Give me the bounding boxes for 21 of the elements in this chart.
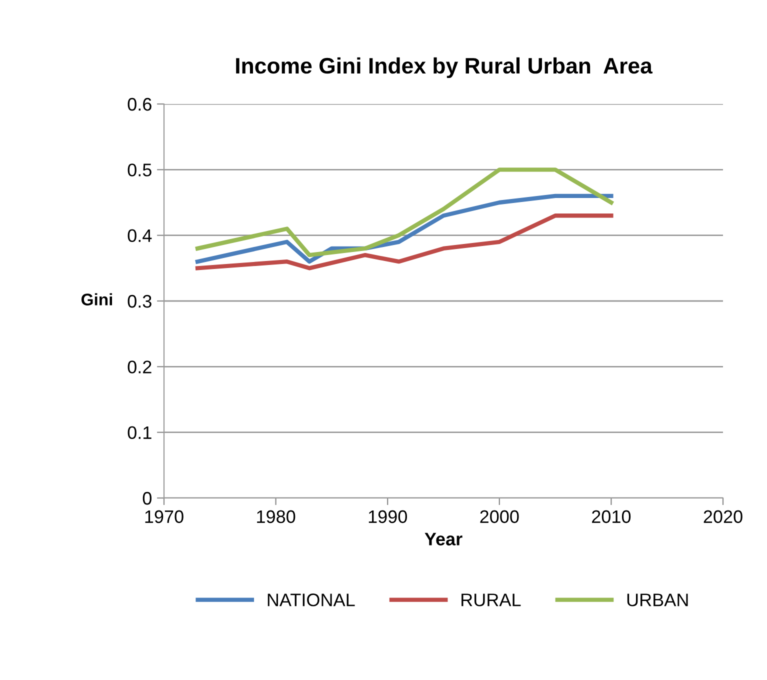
legend-label: URBAN bbox=[627, 594, 688, 606]
y-tick-label: 0.1 bbox=[128, 426, 152, 440]
x-tick-label: 2000 bbox=[480, 510, 519, 524]
line-series bbox=[195, 214, 614, 270]
legend-label: NATIONAL bbox=[268, 594, 355, 606]
y-tick-label: 0.2 bbox=[128, 360, 152, 374]
y-tick-label: 0.3 bbox=[128, 294, 152, 308]
x-tick-label: 1970 bbox=[145, 510, 184, 524]
y-tick-label: 0.6 bbox=[128, 98, 152, 111]
x-tick-label: 1980 bbox=[257, 510, 296, 524]
y-tick-label: 0.5 bbox=[128, 164, 152, 176]
x-tick-label: 2020 bbox=[704, 510, 742, 524]
chart-title: Income Gini Index by Rural Urban Area bbox=[236, 57, 653, 78]
legend-label: RURAL bbox=[462, 594, 521, 606]
x-tick-label: 1990 bbox=[368, 510, 407, 524]
x-axis-title: Year bbox=[424, 532, 462, 546]
y-tick-label: 0 bbox=[142, 492, 152, 505]
line-series bbox=[195, 168, 614, 258]
y-tick-label: 0.4 bbox=[128, 229, 152, 242]
y-axis-title: Gini bbox=[81, 293, 112, 306]
x-tick-label: 2010 bbox=[592, 510, 631, 524]
